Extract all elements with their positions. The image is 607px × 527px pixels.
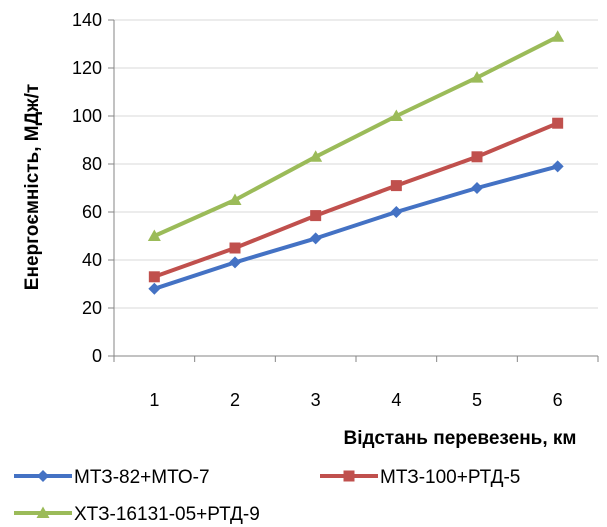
legend-item: ХТЗ-16131-05+РТД-9 bbox=[14, 504, 260, 525]
legend-label: ХТЗ-16131-05+РТД-9 bbox=[74, 504, 260, 525]
legend: МТЗ-82+МТО-7 МТЗ-100+РТД-5 ХТЗ-16131-05+РТ… bbox=[14, 467, 520, 525]
legend-marker bbox=[37, 470, 49, 482]
data-point bbox=[471, 182, 483, 194]
y-tick-label: 120 bbox=[72, 58, 102, 78]
data-point bbox=[229, 256, 241, 269]
y-tick-labels: 0 20 40 60 80 100 120 140 bbox=[72, 10, 102, 366]
data-point bbox=[389, 109, 403, 121]
series-line bbox=[153, 164, 559, 291]
data-point bbox=[471, 151, 483, 163]
y-tick-label: 40 bbox=[82, 250, 102, 270]
x-tick-label: 3 bbox=[311, 390, 321, 410]
data-point bbox=[552, 117, 564, 129]
y-axis-title: Енергоємність, МДж/т bbox=[22, 84, 43, 290]
data-point bbox=[551, 160, 564, 173]
data-point bbox=[390, 206, 403, 218]
gridlines bbox=[108, 19, 598, 357]
legend-item: МТЗ-82+МТО-7 bbox=[14, 467, 210, 488]
y-tick-label: 0 bbox=[92, 346, 102, 366]
data-point bbox=[148, 282, 161, 295]
x-tick-label: 5 bbox=[472, 390, 482, 410]
legend-label: МТЗ-82+МТО-7 bbox=[74, 467, 210, 488]
legend-item: МТЗ-100+РТД-5 bbox=[320, 467, 520, 488]
x-tick-label: 2 bbox=[230, 390, 240, 410]
data-point bbox=[147, 229, 161, 241]
y-tick-label: 80 bbox=[82, 154, 102, 174]
data-point bbox=[551, 30, 565, 42]
x-tick-label: 1 bbox=[149, 390, 159, 410]
series-3 bbox=[147, 30, 565, 241]
x-tick-labels: 1 2 3 4 5 6 bbox=[149, 390, 562, 410]
axes bbox=[113, 20, 599, 362]
y-tick-label: 20 bbox=[82, 298, 102, 318]
x-axis-title: Відстань перевезень, км bbox=[344, 428, 577, 449]
series-line bbox=[153, 121, 559, 279]
series-line bbox=[153, 35, 559, 238]
data-point bbox=[309, 150, 323, 162]
legend-marker bbox=[343, 470, 355, 482]
y-tick-label: 60 bbox=[82, 202, 102, 222]
series-2 bbox=[148, 117, 564, 283]
data-point bbox=[229, 242, 241, 254]
y-tick-label: 140 bbox=[72, 10, 102, 30]
data-point bbox=[309, 232, 322, 245]
x-tick-label: 4 bbox=[391, 390, 401, 410]
y-tick-label: 100 bbox=[72, 106, 102, 126]
series-group bbox=[147, 30, 565, 295]
data-point bbox=[470, 71, 484, 83]
data-point bbox=[390, 180, 402, 192]
data-point bbox=[310, 210, 322, 222]
legend-label: МТЗ-100+РТД-5 bbox=[380, 467, 520, 488]
data-point bbox=[228, 193, 242, 205]
legend-marker bbox=[36, 506, 50, 518]
data-point bbox=[148, 271, 160, 283]
series-1 bbox=[148, 160, 564, 295]
x-tick-label: 6 bbox=[553, 390, 563, 410]
